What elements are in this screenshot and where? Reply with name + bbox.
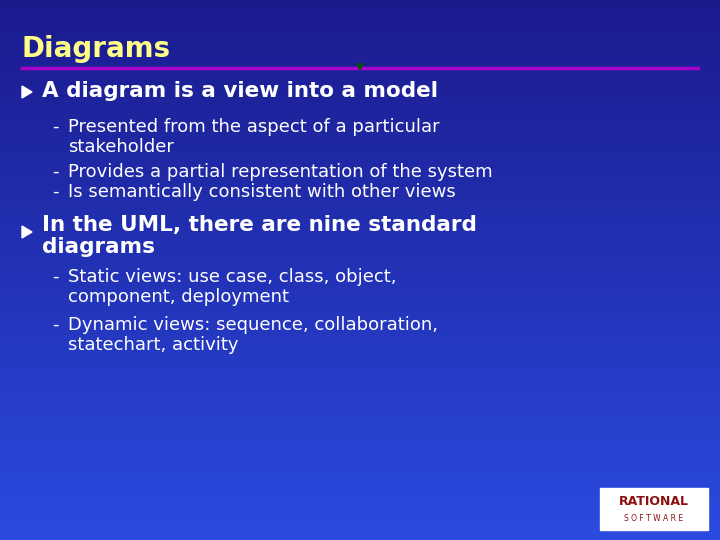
Text: Provides a partial representation of the system: Provides a partial representation of the…: [68, 163, 492, 181]
Text: Static views: use case, class, object,: Static views: use case, class, object,: [68, 268, 397, 286]
Polygon shape: [22, 86, 32, 98]
Text: S O F T W A R E: S O F T W A R E: [624, 514, 683, 523]
Text: component, deployment: component, deployment: [68, 288, 289, 306]
Text: -: -: [52, 316, 58, 334]
Text: -: -: [52, 163, 58, 181]
Text: diagrams: diagrams: [42, 237, 155, 257]
Text: -: -: [52, 268, 58, 286]
Text: A diagram is a view into a model: A diagram is a view into a model: [42, 81, 438, 101]
Text: Presented from the aspect of a particular: Presented from the aspect of a particula…: [68, 118, 440, 136]
Text: statechart, activity: statechart, activity: [68, 336, 238, 354]
Text: Dynamic views: sequence, collaboration,: Dynamic views: sequence, collaboration,: [68, 316, 438, 334]
Text: RATIONAL: RATIONAL: [619, 495, 689, 508]
Polygon shape: [22, 226, 32, 238]
Text: -: -: [52, 183, 58, 201]
FancyBboxPatch shape: [600, 488, 708, 530]
Text: In the UML, there are nine standard: In the UML, there are nine standard: [42, 215, 477, 235]
Text: Is semantically consistent with other views: Is semantically consistent with other vi…: [68, 183, 456, 201]
Text: -: -: [52, 118, 58, 136]
Text: stakeholder: stakeholder: [68, 138, 174, 156]
Text: Diagrams: Diagrams: [22, 35, 171, 63]
